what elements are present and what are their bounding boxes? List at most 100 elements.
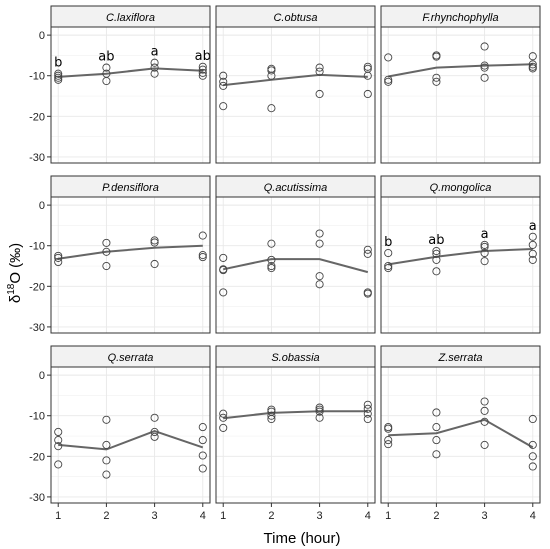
data-point	[267, 104, 276, 113]
x-tick-label: 2	[103, 510, 109, 522]
y-tick-label: -30	[29, 492, 45, 504]
data-point	[432, 249, 441, 258]
data-point	[384, 248, 393, 258]
panel-border	[50, 196, 211, 334]
data-point	[315, 229, 324, 238]
data-point	[315, 272, 324, 281]
data-point	[102, 76, 111, 86]
data-point	[267, 71, 276, 80]
y-tick-label: -20	[29, 111, 45, 123]
data-point	[267, 414, 276, 424]
x-tick-label: 3	[317, 510, 323, 522]
plot-background	[216, 367, 375, 503]
data-point	[54, 436, 63, 445]
data-point	[432, 73, 441, 82]
x-tick-label: 1	[220, 510, 226, 522]
data-point	[480, 248, 489, 258]
data-point	[150, 259, 159, 269]
data-point	[363, 89, 372, 99]
significance-label: b	[384, 235, 392, 250]
data-point	[150, 432, 159, 441]
data-point	[363, 245, 372, 254]
data-point	[480, 257, 489, 266]
data-point	[480, 440, 489, 449]
y-title-superscript: 18	[6, 283, 17, 295]
data-point	[267, 261, 276, 271]
data-point	[54, 257, 63, 267]
data-point	[480, 63, 489, 72]
data-point	[384, 440, 393, 449]
plot-background	[381, 27, 540, 163]
facet-panel: P.densiflora 0 -10 -20 -30	[29, 175, 211, 334]
x-tick-label: 4	[200, 510, 206, 522]
panel-border	[215, 366, 376, 504]
facet-panel: C.obtusa	[215, 5, 376, 164]
data-point	[198, 451, 207, 460]
data-point	[150, 69, 159, 78]
facet-strip-label: Q.acutissima	[264, 182, 328, 194]
data-point	[384, 53, 393, 62]
panel-border	[380, 366, 541, 504]
data-point	[198, 71, 207, 80]
data-point	[363, 71, 372, 80]
data-point	[432, 246, 441, 256]
data-point	[528, 249, 537, 258]
data-point	[480, 42, 489, 51]
data-point	[198, 464, 207, 473]
data-point	[150, 238, 159, 247]
facet-panel: Q.mongolica b ab a a	[380, 175, 541, 334]
data-point	[54, 71, 63, 80]
data-point	[432, 436, 441, 445]
data-point	[315, 403, 324, 412]
facet-strip-label: S.obassia	[271, 352, 319, 364]
data-point	[315, 405, 324, 414]
y-tick-label: -20	[29, 451, 45, 463]
data-point	[432, 52, 441, 61]
data-point	[480, 240, 489, 249]
data-point	[267, 405, 276, 414]
data-point	[219, 409, 228, 418]
data-point	[102, 415, 111, 424]
facet-panel: S.obassia 1 2 3 4	[215, 345, 376, 522]
y-tick-label: -30	[29, 322, 45, 334]
data-point	[480, 417, 489, 426]
data-point	[198, 436, 207, 445]
x-tick-label: 4	[530, 510, 536, 522]
data-point	[315, 89, 324, 99]
data-point	[54, 73, 63, 82]
facet-strip-label: P.densiflora	[102, 182, 159, 194]
y-tick-label: -30	[29, 152, 45, 164]
data-point	[54, 75, 63, 84]
significance-label: ab	[195, 49, 211, 64]
y-tick-label: 0	[39, 370, 45, 382]
significance-label: a	[529, 219, 537, 234]
data-point	[432, 408, 441, 417]
data-point	[267, 411, 276, 420]
x-tick-label: 2	[268, 510, 274, 522]
data-point	[150, 236, 159, 245]
y-tick-label: 0	[39, 200, 45, 212]
data-point	[150, 58, 159, 67]
x-axis-title: Time (hour)	[264, 530, 341, 547]
y-tick-label: -10	[29, 71, 45, 83]
panel-border	[215, 196, 376, 334]
facet-panel: F.rhynchophylla	[380, 5, 541, 164]
data-point	[384, 424, 393, 433]
x-tick-label: 1	[385, 510, 391, 522]
data-point	[198, 423, 207, 432]
panel-border	[50, 26, 211, 164]
data-point	[480, 61, 489, 70]
data-point	[528, 240, 537, 249]
data-point	[363, 409, 372, 418]
x-tick-label: 3	[152, 510, 158, 522]
plot-background	[51, 27, 210, 163]
data-point	[219, 413, 228, 422]
data-point	[315, 67, 324, 76]
data-point	[363, 404, 372, 413]
mean-line	[58, 244, 203, 260]
data-point	[198, 251, 207, 260]
data-point	[54, 253, 63, 262]
data-point	[480, 406, 489, 415]
data-point	[528, 232, 537, 241]
panel-border	[380, 26, 541, 164]
